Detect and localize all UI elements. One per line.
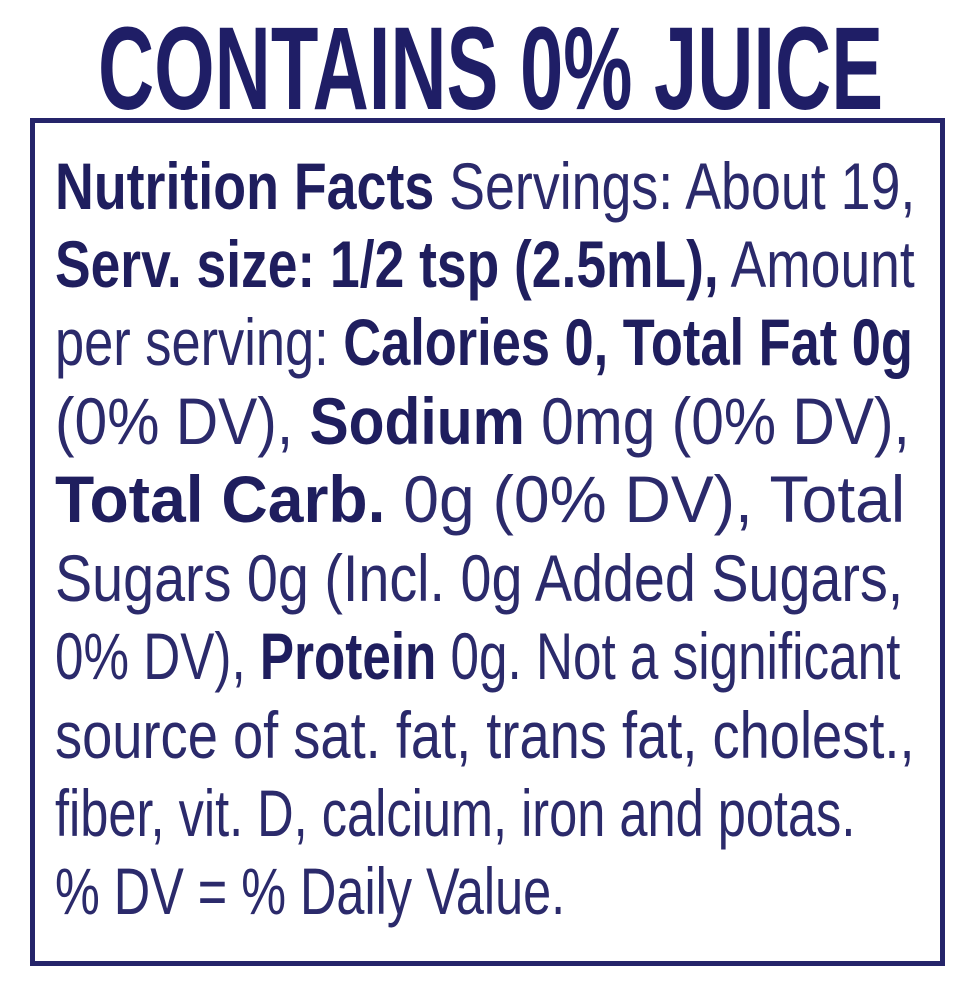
text: Amount xyxy=(718,227,915,301)
text: 0g. Not a significant xyxy=(436,619,901,693)
label-line: Sugars 0g (Incl. 0g Added Sugars, xyxy=(55,540,903,616)
label-line: Serv. size: 1/2 tsp (2.5mL), Amount xyxy=(55,226,915,302)
label-line: Nutrition Facts Servings: About 19, xyxy=(55,148,915,224)
label-line: 0% DV), Protein 0g. Not a significant xyxy=(55,618,900,694)
label-line: % DV = % Daily Value. xyxy=(55,853,565,929)
bold-text: Serv. size: 1/2 tsp (2.5mL), xyxy=(55,227,719,301)
text: 0mg (0% DV), xyxy=(524,384,910,458)
text: Sugars 0g (Incl. 0g Added Sugars, xyxy=(55,541,904,615)
text: 0% DV), xyxy=(55,619,260,693)
label-title: CONTAINS 0% JUICE xyxy=(98,3,884,135)
text: (0% DV), xyxy=(55,384,310,458)
text: source of sat. fat, trans fat, cholest., xyxy=(55,698,915,772)
bold-text: Total Carb. xyxy=(55,462,386,536)
text: % DV = % Daily Value. xyxy=(55,854,566,928)
label-line: Total Carb. 0g (0% DV), Total xyxy=(55,461,905,537)
label-line: (0% DV), Sodium 0mg (0% DV), xyxy=(55,383,910,459)
label-line: per serving: Calories 0, Total Fat 0g xyxy=(55,304,913,380)
text: per serving: xyxy=(55,305,344,379)
label-line: fiber, vit. D, calcium, iron and potas. xyxy=(55,775,855,851)
text: Servings: About 19, xyxy=(434,149,916,223)
nutrition-facts-box xyxy=(30,118,945,966)
label-line: source of sat. fat, trans fat, cholest., xyxy=(55,697,915,773)
text: 0g (0% DV), Total xyxy=(385,462,906,536)
bold-text: Sodium xyxy=(309,384,525,458)
bold-text: Protein xyxy=(259,619,437,693)
bold-text: Calories 0, Total Fat 0g xyxy=(343,305,913,379)
bold-text: Nutrition Facts xyxy=(55,149,435,223)
text: fiber, vit. D, calcium, iron and potas. xyxy=(55,776,856,850)
